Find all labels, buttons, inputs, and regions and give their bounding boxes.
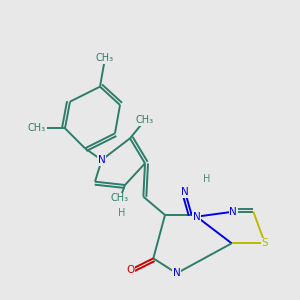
Text: N: N (173, 268, 181, 278)
Text: H: H (118, 208, 125, 218)
Text: CH₃: CH₃ (136, 115, 154, 125)
Text: N: N (181, 187, 189, 197)
Text: O: O (126, 265, 134, 275)
Text: N: N (230, 207, 237, 217)
Text: CH₃: CH₃ (96, 53, 114, 63)
Text: CH₃: CH₃ (111, 193, 129, 203)
Text: CH₃: CH₃ (28, 123, 46, 133)
Text: S: S (262, 238, 268, 248)
Text: N: N (193, 212, 200, 222)
Text: N: N (98, 155, 106, 165)
Text: H: H (203, 174, 210, 184)
